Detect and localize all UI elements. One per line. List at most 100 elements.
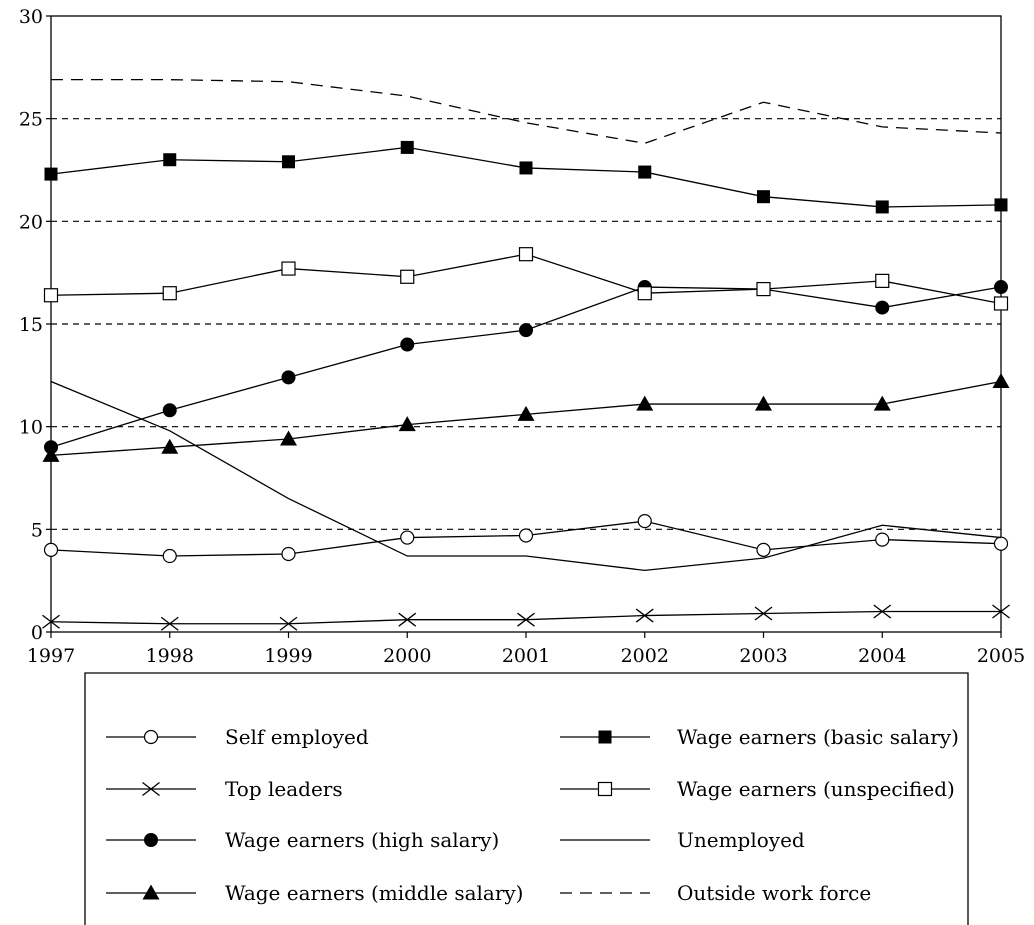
point-marker <box>638 165 652 179</box>
series-line <box>50 610 1001 625</box>
point-marker <box>518 247 534 262</box>
series-line <box>51 79 1002 144</box>
point-marker <box>163 153 177 167</box>
legend-label: Self employed <box>225 725 369 749</box>
legend-frame <box>84 672 969 925</box>
point-marker <box>42 614 60 629</box>
point-marker <box>161 438 179 454</box>
point-marker <box>162 548 177 564</box>
point-marker <box>519 323 533 338</box>
legend-label: Unemployed <box>677 828 805 852</box>
series-line <box>50 286 1002 448</box>
point-marker <box>518 528 534 543</box>
point-marker-stroke <box>42 614 60 629</box>
point-marker <box>756 281 771 297</box>
point-marker <box>875 273 890 288</box>
legend-item-unemployed: Unemployed <box>560 828 805 852</box>
legend-label: Wage earners (basic salary) <box>677 725 959 749</box>
point-marker <box>637 514 652 529</box>
point-marker <box>400 269 415 284</box>
legend-label: Wage earners (high salary) <box>225 828 499 852</box>
point-marker <box>282 155 295 169</box>
series-wage-earners-high-salary <box>44 280 1008 455</box>
point-marker <box>42 446 60 462</box>
legend-item-self-employed: Self employed <box>106 725 369 749</box>
point-marker <box>281 370 296 385</box>
series-unemployed <box>50 380 1002 572</box>
series-wage-earners-unspecified <box>43 247 1009 311</box>
legend-label: Wage earners (unspecified) <box>677 777 955 801</box>
point-marker-stroke <box>754 606 773 621</box>
series-wage-earners-middle-salary <box>42 372 1010 462</box>
point-marker <box>755 395 772 411</box>
x-tick-label: 2005 <box>977 645 1025 667</box>
series-line <box>50 146 1002 208</box>
point-marker <box>279 616 298 631</box>
point-marker <box>144 833 158 847</box>
point-marker <box>162 286 177 301</box>
y-tick-label: 15 <box>19 314 43 336</box>
legend-item-wage-earners-middle-salary: Wage earners (middle salary) <box>106 881 524 905</box>
point-marker <box>517 405 535 421</box>
legend-item-wage-earners-unspecified: Wage earners (unspecified) <box>560 777 955 801</box>
x-tick-label: 2000 <box>383 645 431 667</box>
y-tick-label: 0 <box>31 622 43 644</box>
point-marker <box>517 612 535 627</box>
point-marker <box>400 337 415 352</box>
series-line <box>50 253 1002 305</box>
point-marker <box>756 542 771 557</box>
point-marker-stroke <box>142 781 160 797</box>
point-marker <box>143 729 159 745</box>
point-marker <box>43 288 59 303</box>
series-line <box>50 380 1002 572</box>
y-tick-label: 20 <box>19 211 43 233</box>
point-marker <box>281 546 296 562</box>
point-marker <box>754 606 773 621</box>
y-tick-label: 30 <box>19 6 43 28</box>
legend-item-wage-earners-basic-salary: Wage earners (basic salary) <box>560 725 959 749</box>
point-marker <box>398 612 417 627</box>
y-tick-label: 10 <box>19 417 43 439</box>
point-marker-stroke <box>398 612 417 627</box>
point-marker-stroke <box>992 604 1010 619</box>
x-tick-label: 2002 <box>621 645 669 667</box>
point-marker <box>142 781 160 797</box>
point-marker-stroke <box>635 608 654 623</box>
point-marker <box>398 416 416 432</box>
point-marker <box>142 884 160 900</box>
point-marker <box>873 395 891 411</box>
point-marker <box>875 300 890 315</box>
point-marker <box>635 608 654 623</box>
point-marker-stroke <box>873 604 892 619</box>
series-top-leaders <box>42 604 1010 631</box>
point-marker <box>43 542 59 557</box>
legend-label: Top leaders <box>225 777 343 801</box>
legend: Self employed Top leaders Wage earners (hi… <box>84 672 969 925</box>
point-marker <box>598 730 612 744</box>
point-marker <box>873 604 892 619</box>
point-marker-stroke <box>279 616 298 631</box>
point-marker <box>993 296 1009 311</box>
point-marker <box>875 200 889 214</box>
legend-item-outside-work-force: Outside work force <box>560 881 871 905</box>
point-marker <box>875 532 890 547</box>
point-marker <box>400 530 415 545</box>
legend-item-wage-earners-high-salary: Wage earners (high salary) <box>106 828 499 852</box>
x-tick-label: 1997 <box>27 645 75 667</box>
series-group <box>42 79 1010 631</box>
legend-label: Wage earners (middle salary) <box>225 881 524 905</box>
point-marker <box>994 280 1008 295</box>
y-tick-label: 25 <box>19 109 43 131</box>
x-tick-label: 2001 <box>502 645 550 667</box>
series-self-employed <box>43 514 1009 564</box>
point-marker <box>281 261 296 276</box>
point-marker <box>597 781 613 797</box>
axes: 0 5 10 15 20 25 30 1997 1998 1999 2000 2001 2002 2003… <box>19 6 1025 667</box>
point-marker <box>992 604 1010 619</box>
point-marker <box>519 161 533 175</box>
point-marker <box>160 616 179 631</box>
x-tick-label: 2004 <box>858 645 906 667</box>
point-marker <box>636 395 654 411</box>
point-marker <box>280 430 297 446</box>
